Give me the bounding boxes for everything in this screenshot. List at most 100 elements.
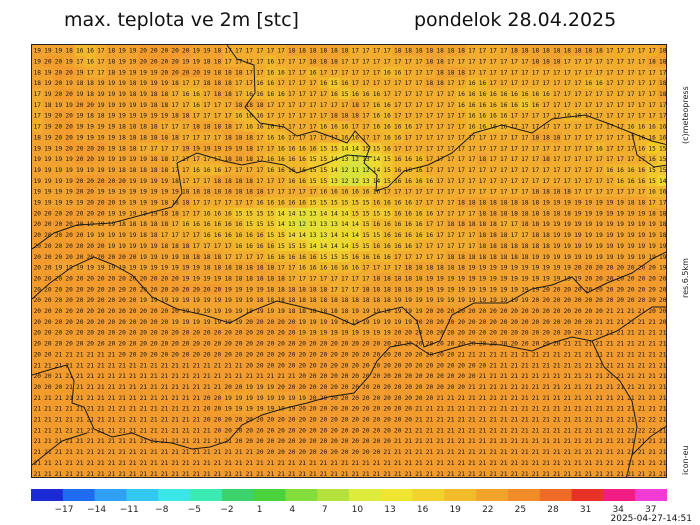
cell-temperature-value: 20: [542, 341, 550, 348]
cell-temperature-value: 21: [617, 362, 625, 369]
grid-cell: [360, 251, 372, 263]
cell-temperature-value: 20: [352, 341, 360, 348]
cell-temperature-value: 17: [299, 134, 307, 141]
cell-temperature-value: 19: [277, 406, 285, 413]
grid-cell: [201, 142, 213, 155]
grid-cell: [350, 55, 362, 68]
cell-temperature-value: 16: [320, 189, 328, 196]
cell-temperature-value: 17: [267, 145, 275, 152]
cell-temperature-value: 20: [373, 341, 381, 348]
grid-cell: [244, 240, 256, 252]
cell-temperature-value: 17: [193, 134, 201, 141]
cell-temperature-value: 16: [330, 265, 338, 272]
cell-temperature-value: 21: [521, 406, 529, 413]
cell-temperature-value: 17: [468, 167, 476, 174]
grid-cell: [138, 272, 150, 285]
grid-cell: [116, 142, 128, 155]
cell-temperature-value: 17: [415, 254, 423, 261]
grid-cell: [127, 99, 139, 111]
cell-temperature-value: 21: [235, 471, 243, 478]
grid-cell: [148, 175, 160, 187]
grid-cell: [360, 196, 372, 209]
grid-cell: [233, 55, 245, 68]
grid-cell: [350, 218, 362, 231]
grid-cell: [286, 186, 298, 198]
cell-temperature-value: 19: [34, 145, 42, 152]
cell-temperature-value: 21: [76, 438, 84, 445]
cell-temperature-value: 21: [97, 449, 105, 456]
cell-temperature-value: 21: [468, 460, 476, 467]
cell-temperature-value: 16: [256, 91, 264, 98]
cell-temperature-value: 16: [76, 48, 84, 55]
cell-temperature-value: 14: [330, 232, 338, 239]
cell-temperature-value: 17: [320, 69, 328, 76]
grid-cell: [339, 251, 351, 263]
grid-cell: [424, 196, 436, 209]
grid-cell: [350, 142, 362, 155]
cell-temperature-value: 18: [447, 221, 455, 228]
cell-temperature-value: 20: [341, 373, 349, 380]
cell-temperature-value: 20: [161, 308, 169, 315]
cell-temperature-value: 18: [288, 308, 296, 315]
cell-temperature-value: 19: [129, 200, 137, 207]
grid-cell: [636, 55, 648, 68]
cell-temperature-value: 17: [171, 167, 179, 174]
cell-temperature-value: 19: [606, 254, 614, 261]
cell-temperature-value: 20: [97, 319, 105, 326]
cell-temperature-value: 21: [553, 449, 561, 456]
grid-cell: [32, 120, 44, 133]
cell-temperature-value: 18: [330, 58, 338, 65]
grid-cell: [562, 99, 574, 111]
cell-temperature-value: 17: [373, 58, 381, 65]
cell-temperature-value: 19: [564, 243, 572, 250]
cell-temperature-value: 20: [55, 275, 63, 282]
grid-cell: [392, 88, 404, 100]
cell-temperature-value: 17: [171, 232, 179, 239]
cell-temperature-value: 20: [108, 341, 116, 348]
cell-temperature-value: 17: [638, 80, 646, 87]
cell-temperature-value: 17: [256, 178, 264, 185]
cell-temperature-value: 21: [500, 351, 508, 358]
cell-temperature-value: 19: [87, 265, 95, 272]
cell-temperature-value: 16: [267, 200, 275, 207]
cell-temperature-value: 17: [574, 145, 582, 152]
cell-temperature-value: 15: [320, 178, 328, 185]
cell-temperature-value: 21: [193, 362, 201, 369]
cell-temperature-value: 18: [659, 221, 667, 228]
cell-temperature-value: 18: [246, 102, 254, 109]
cell-temperature-value: 17: [193, 156, 201, 163]
temperature-map[interactable]: 19 19 19 18 16 16 17 18 19 19 20 20 20 20 20 19 19 18 17 17…: [31, 44, 667, 478]
grid-cell: [445, 186, 457, 198]
cell-temperature-value: 20: [447, 341, 455, 348]
cell-temperature-value: 21: [140, 460, 148, 467]
grid-cell: [328, 218, 340, 231]
cell-temperature-value: 21: [140, 373, 148, 380]
grid-cell: [339, 175, 351, 187]
cell-temperature-value: 18: [383, 297, 391, 304]
cell-temperature-value: 21: [648, 341, 656, 348]
grid-cell: [169, 186, 181, 198]
grid-cell: [318, 218, 330, 231]
cell-temperature-value: 18: [182, 113, 190, 120]
cell-temperature-value: 17: [235, 124, 243, 131]
cell-temperature-value: 16: [383, 145, 391, 152]
cell-temperature-value: 15: [320, 156, 328, 163]
cell-temperature-value: 16: [479, 113, 487, 120]
cell-temperature-value: 21: [489, 362, 497, 369]
cell-temperature-value: 20: [320, 362, 328, 369]
cell-temperature-value: 21: [489, 384, 497, 391]
cell-temperature-value: 18: [542, 243, 550, 250]
cell-temperature-value: 20: [458, 319, 466, 326]
cell-temperature-value: 17: [627, 156, 635, 163]
cell-temperature-value: 17: [606, 48, 614, 55]
cell-temperature-value: 21: [34, 395, 42, 402]
grid-cell: [169, 218, 181, 231]
cell-temperature-value: 20: [542, 286, 550, 293]
cell-temperature-value: 17: [532, 145, 540, 152]
grid-cell: [445, 251, 457, 263]
grid-cell: [254, 110, 266, 122]
cell-temperature-value: 20: [574, 308, 582, 315]
grid-cell: [487, 153, 499, 165]
cell-temperature-value: 20: [34, 221, 42, 228]
grid-cell: [615, 175, 627, 187]
